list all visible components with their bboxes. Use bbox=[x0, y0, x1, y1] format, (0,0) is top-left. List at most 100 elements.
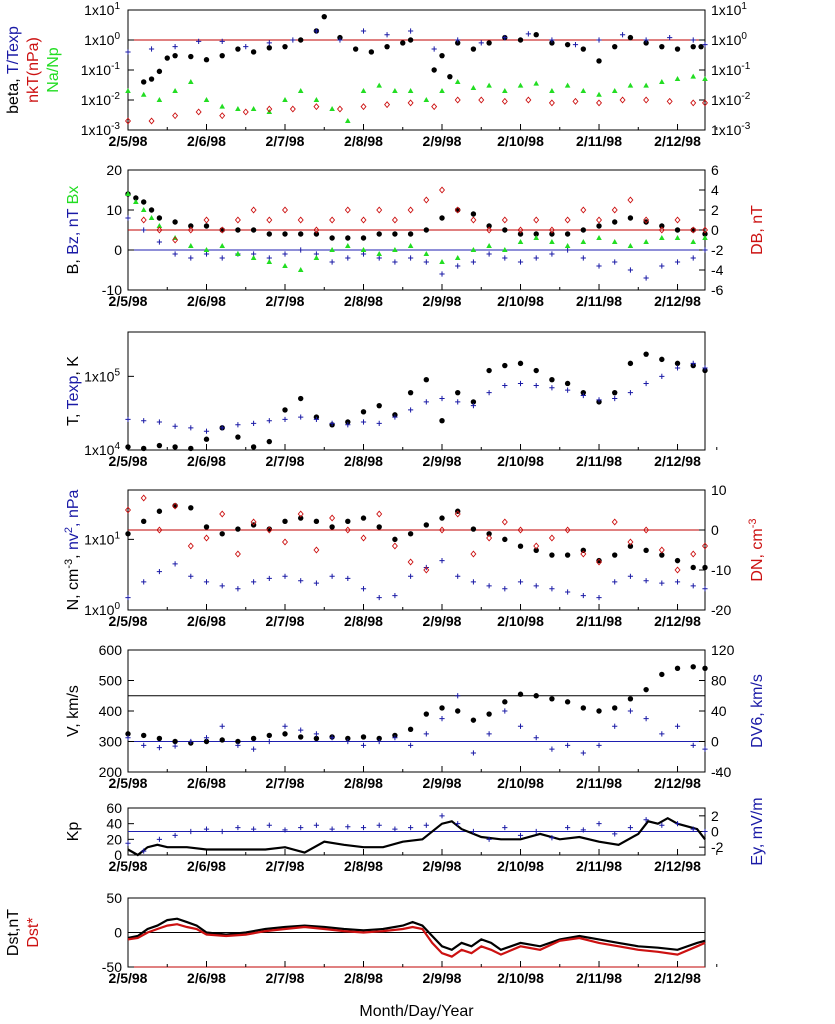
data-point-dot bbox=[250, 49, 257, 55]
data-point-plus bbox=[423, 399, 429, 405]
data-point-dot bbox=[486, 711, 492, 717]
data-point-dot bbox=[298, 515, 304, 521]
data-point-plus bbox=[502, 255, 508, 261]
left-y-axis-label: Na/Np bbox=[45, 47, 62, 92]
data-point-diamond bbox=[643, 526, 650, 534]
data-point-dot bbox=[250, 227, 257, 233]
data-point-plus bbox=[455, 821, 461, 827]
data-point-plus bbox=[502, 382, 508, 389]
data-point-plus bbox=[298, 247, 304, 253]
x-tick-label: 2/11/98 bbox=[576, 858, 622, 874]
axis-label-part: Dst* bbox=[25, 917, 42, 947]
right-y-tick-label: 0 bbox=[711, 734, 719, 750]
data-point-plus bbox=[517, 832, 524, 839]
data-point-dot bbox=[329, 235, 335, 241]
data-point-triangle bbox=[627, 82, 634, 88]
data-point-diamond bbox=[266, 526, 273, 534]
data-point-dot bbox=[235, 434, 241, 440]
data-point-triangle bbox=[282, 97, 288, 102]
series-black-line bbox=[127, 917, 706, 952]
data-point-diamond bbox=[454, 206, 461, 214]
data-point-triangle bbox=[329, 247, 335, 252]
data-point-plus bbox=[486, 390, 492, 396]
tick-label-base: 1x10 bbox=[84, 368, 115, 384]
data-point-dot bbox=[156, 442, 163, 449]
data-point-triangle bbox=[674, 235, 681, 240]
data-point-diamond bbox=[548, 226, 555, 234]
data-point-plus bbox=[329, 735, 335, 741]
data-point-dot bbox=[643, 547, 649, 554]
data-point-dot bbox=[266, 438, 273, 445]
data-point-diamond bbox=[219, 510, 226, 518]
data-point-diamond bbox=[580, 550, 587, 558]
data-point-plus bbox=[549, 251, 555, 257]
data-point-plus bbox=[455, 693, 461, 699]
data-point-dot bbox=[203, 57, 210, 63]
data-point-triangle bbox=[533, 80, 540, 86]
data-point-diamond bbox=[702, 542, 708, 550]
right-y-tick-label: 10 bbox=[711, 482, 727, 498]
data-point-plus bbox=[486, 251, 492, 257]
data-point-dot bbox=[702, 665, 708, 671]
data-point-plus bbox=[439, 271, 445, 277]
data-point-plus bbox=[455, 399, 461, 405]
x-tick-label: 2/12/98 bbox=[654, 133, 701, 149]
tick-label-exponent: 0 bbox=[741, 31, 747, 42]
x-tick-label: 2/7/98 bbox=[266, 613, 305, 629]
data-point-triangle bbox=[345, 117, 351, 123]
data-point-plus bbox=[690, 360, 696, 366]
right-y-tick-label: 1x101 bbox=[711, 1, 747, 18]
data-point-plus bbox=[345, 824, 351, 830]
left-y-axis-label: nkT(nPa) bbox=[25, 37, 42, 103]
data-point-dot bbox=[502, 362, 508, 369]
data-point-dot bbox=[235, 227, 241, 233]
data-point-plus bbox=[392, 414, 398, 420]
data-point-diamond bbox=[407, 206, 414, 214]
data-point-dot bbox=[376, 231, 382, 237]
data-point-triangle bbox=[219, 243, 226, 248]
data-point-plus bbox=[290, 37, 296, 43]
data-point-plus bbox=[702, 42, 708, 48]
data-point-triangle bbox=[502, 247, 508, 252]
data-point-plus bbox=[141, 418, 147, 424]
data-point-plus bbox=[329, 826, 335, 832]
data-point-dot bbox=[392, 536, 398, 543]
data-point-plus bbox=[674, 365, 681, 371]
data-point-plus bbox=[702, 828, 708, 835]
data-point-dot bbox=[470, 717, 477, 723]
data-point-plus bbox=[243, 44, 249, 50]
data-point-plus bbox=[188, 573, 194, 579]
right-y-tick-label: 1x10-2 bbox=[711, 91, 751, 108]
data-point-dot bbox=[282, 731, 288, 737]
plot-frame bbox=[127, 649, 706, 773]
series-green-triangle bbox=[125, 73, 708, 123]
x-tick-label: 2/11/98 bbox=[576, 970, 622, 986]
data-point-dot bbox=[627, 34, 634, 41]
x-tick-label: 2/6/98 bbox=[187, 970, 226, 986]
data-point-plus bbox=[282, 827, 288, 833]
data-point-plus bbox=[455, 263, 461, 269]
data-point-plus bbox=[298, 824, 304, 831]
data-point-dot bbox=[219, 52, 225, 59]
data-point-diamond bbox=[611, 206, 618, 214]
data-point-diamond bbox=[297, 510, 304, 518]
data-point-plus bbox=[674, 821, 681, 827]
right-y-tick-label: 4 bbox=[711, 182, 719, 198]
data-point-dot bbox=[502, 699, 508, 705]
data-point-dot bbox=[345, 235, 351, 241]
data-point-diamond bbox=[564, 526, 571, 534]
axis-label-part: DN, cm bbox=[749, 528, 766, 581]
x-tick-label: 2/11/98 bbox=[576, 775, 622, 791]
data-point-plus bbox=[431, 46, 437, 52]
data-point-triangle bbox=[690, 73, 697, 79]
y-tick-label: 20 bbox=[106, 162, 122, 178]
data-point-plus bbox=[172, 561, 178, 567]
data-point-diamond bbox=[486, 226, 493, 234]
y-tick-label: 0 bbox=[114, 847, 122, 863]
data-point-plus bbox=[502, 708, 508, 714]
data-point-plus bbox=[376, 594, 382, 601]
data-point-diamond bbox=[329, 216, 336, 224]
data-point-triangle bbox=[549, 87, 555, 93]
data-point-dot bbox=[423, 377, 430, 383]
